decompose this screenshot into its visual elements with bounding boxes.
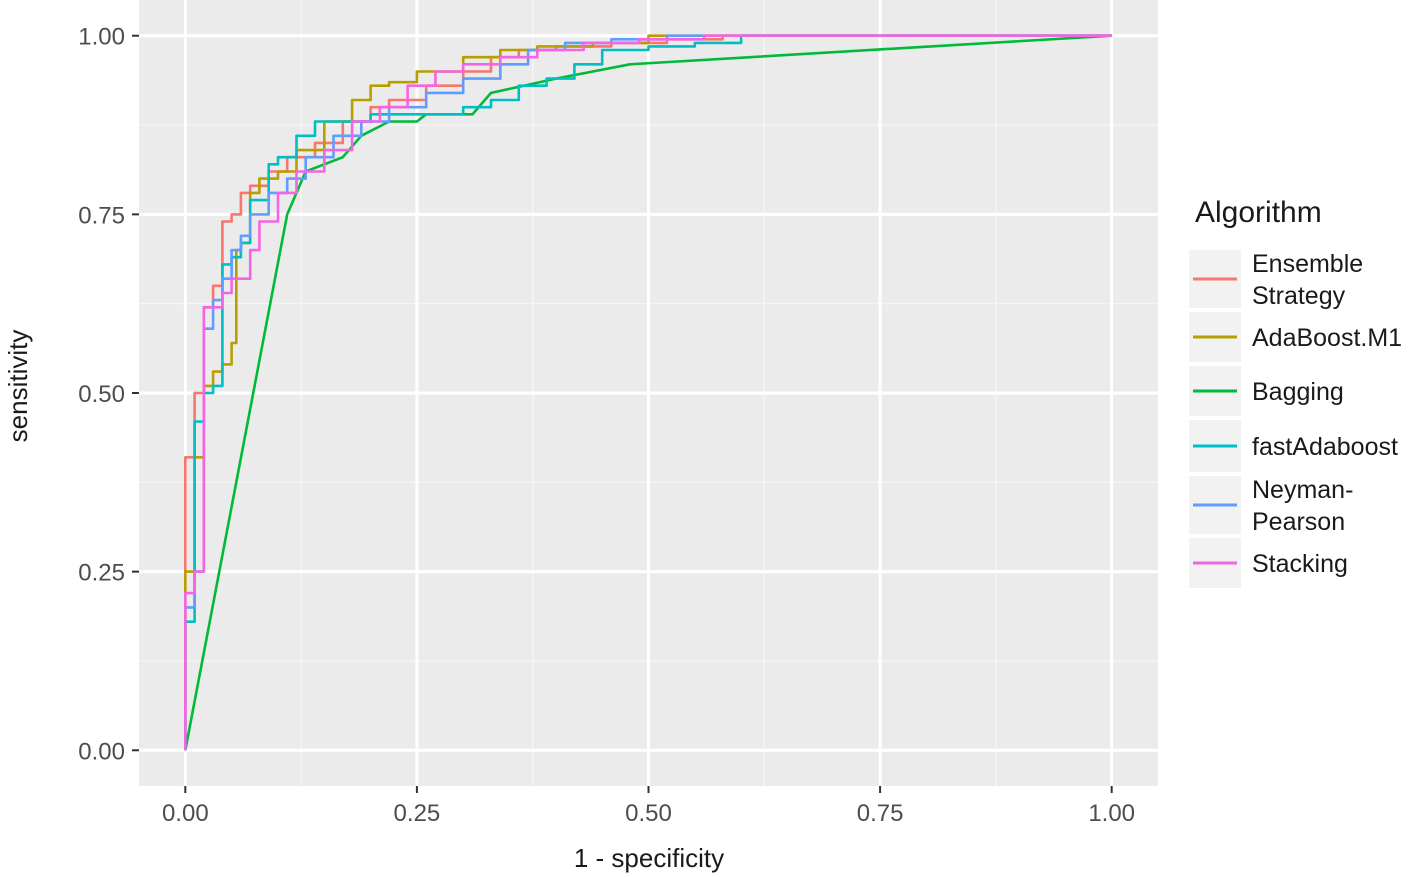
y-tick-label: 0.75 bbox=[78, 202, 125, 229]
legend-title: Algorithm bbox=[1195, 196, 1322, 229]
x-tick-label: 0.00 bbox=[162, 800, 209, 827]
x-axis: 0.00 0.25 0.50 0.75 1.00 bbox=[162, 786, 1135, 827]
series-layer bbox=[184, 34, 1112, 751]
y-axis-title: sensitivity bbox=[3, 330, 33, 443]
x-tick-label: 1.00 bbox=[1088, 800, 1135, 827]
y-tick-label: 0.00 bbox=[78, 738, 125, 765]
grid-major bbox=[139, 0, 1158, 786]
series-line-neyman-pearson bbox=[184, 34, 1112, 751]
x-tick-label: 0.50 bbox=[625, 800, 672, 827]
y-tick-label: 0.50 bbox=[78, 381, 125, 408]
series-line-ensemble-strategy bbox=[184, 34, 1112, 751]
x-tick-label: 0.75 bbox=[857, 800, 904, 827]
y-tick-label: 1.00 bbox=[78, 24, 125, 51]
x-tick-label: 0.25 bbox=[394, 800, 441, 827]
series-line-stacking bbox=[184, 34, 1112, 751]
legend: Algorithm Ensemble Strategy AdaBoost.M1 Bag… bbox=[1189, 196, 1402, 588]
legend-label-adaboost-m1: AdaBoost.M1 bbox=[1252, 324, 1402, 352]
legend-label-neyman-pearson: Neyman-Pearson bbox=[1252, 476, 1353, 536]
series-line-fastadaboost bbox=[184, 34, 1112, 751]
y-tick-label: 0.25 bbox=[78, 560, 125, 587]
legend-label-fastadaboost: fastAdaboost bbox=[1252, 433, 1398, 461]
x-axis-title: 1 - specificity bbox=[574, 843, 724, 873]
y-axis: 0.00 0.25 0.50 0.75 1.00 bbox=[78, 24, 139, 765]
legend-label-stacking: Stacking bbox=[1252, 550, 1348, 578]
legend-items: Ensemble Strategy AdaBoost.M1 Bagging fastAd… bbox=[1189, 250, 1402, 588]
legend-label-ensemble-strategy: Ensemble Strategy bbox=[1252, 250, 1363, 310]
legend-label-bagging: Bagging bbox=[1252, 378, 1344, 406]
